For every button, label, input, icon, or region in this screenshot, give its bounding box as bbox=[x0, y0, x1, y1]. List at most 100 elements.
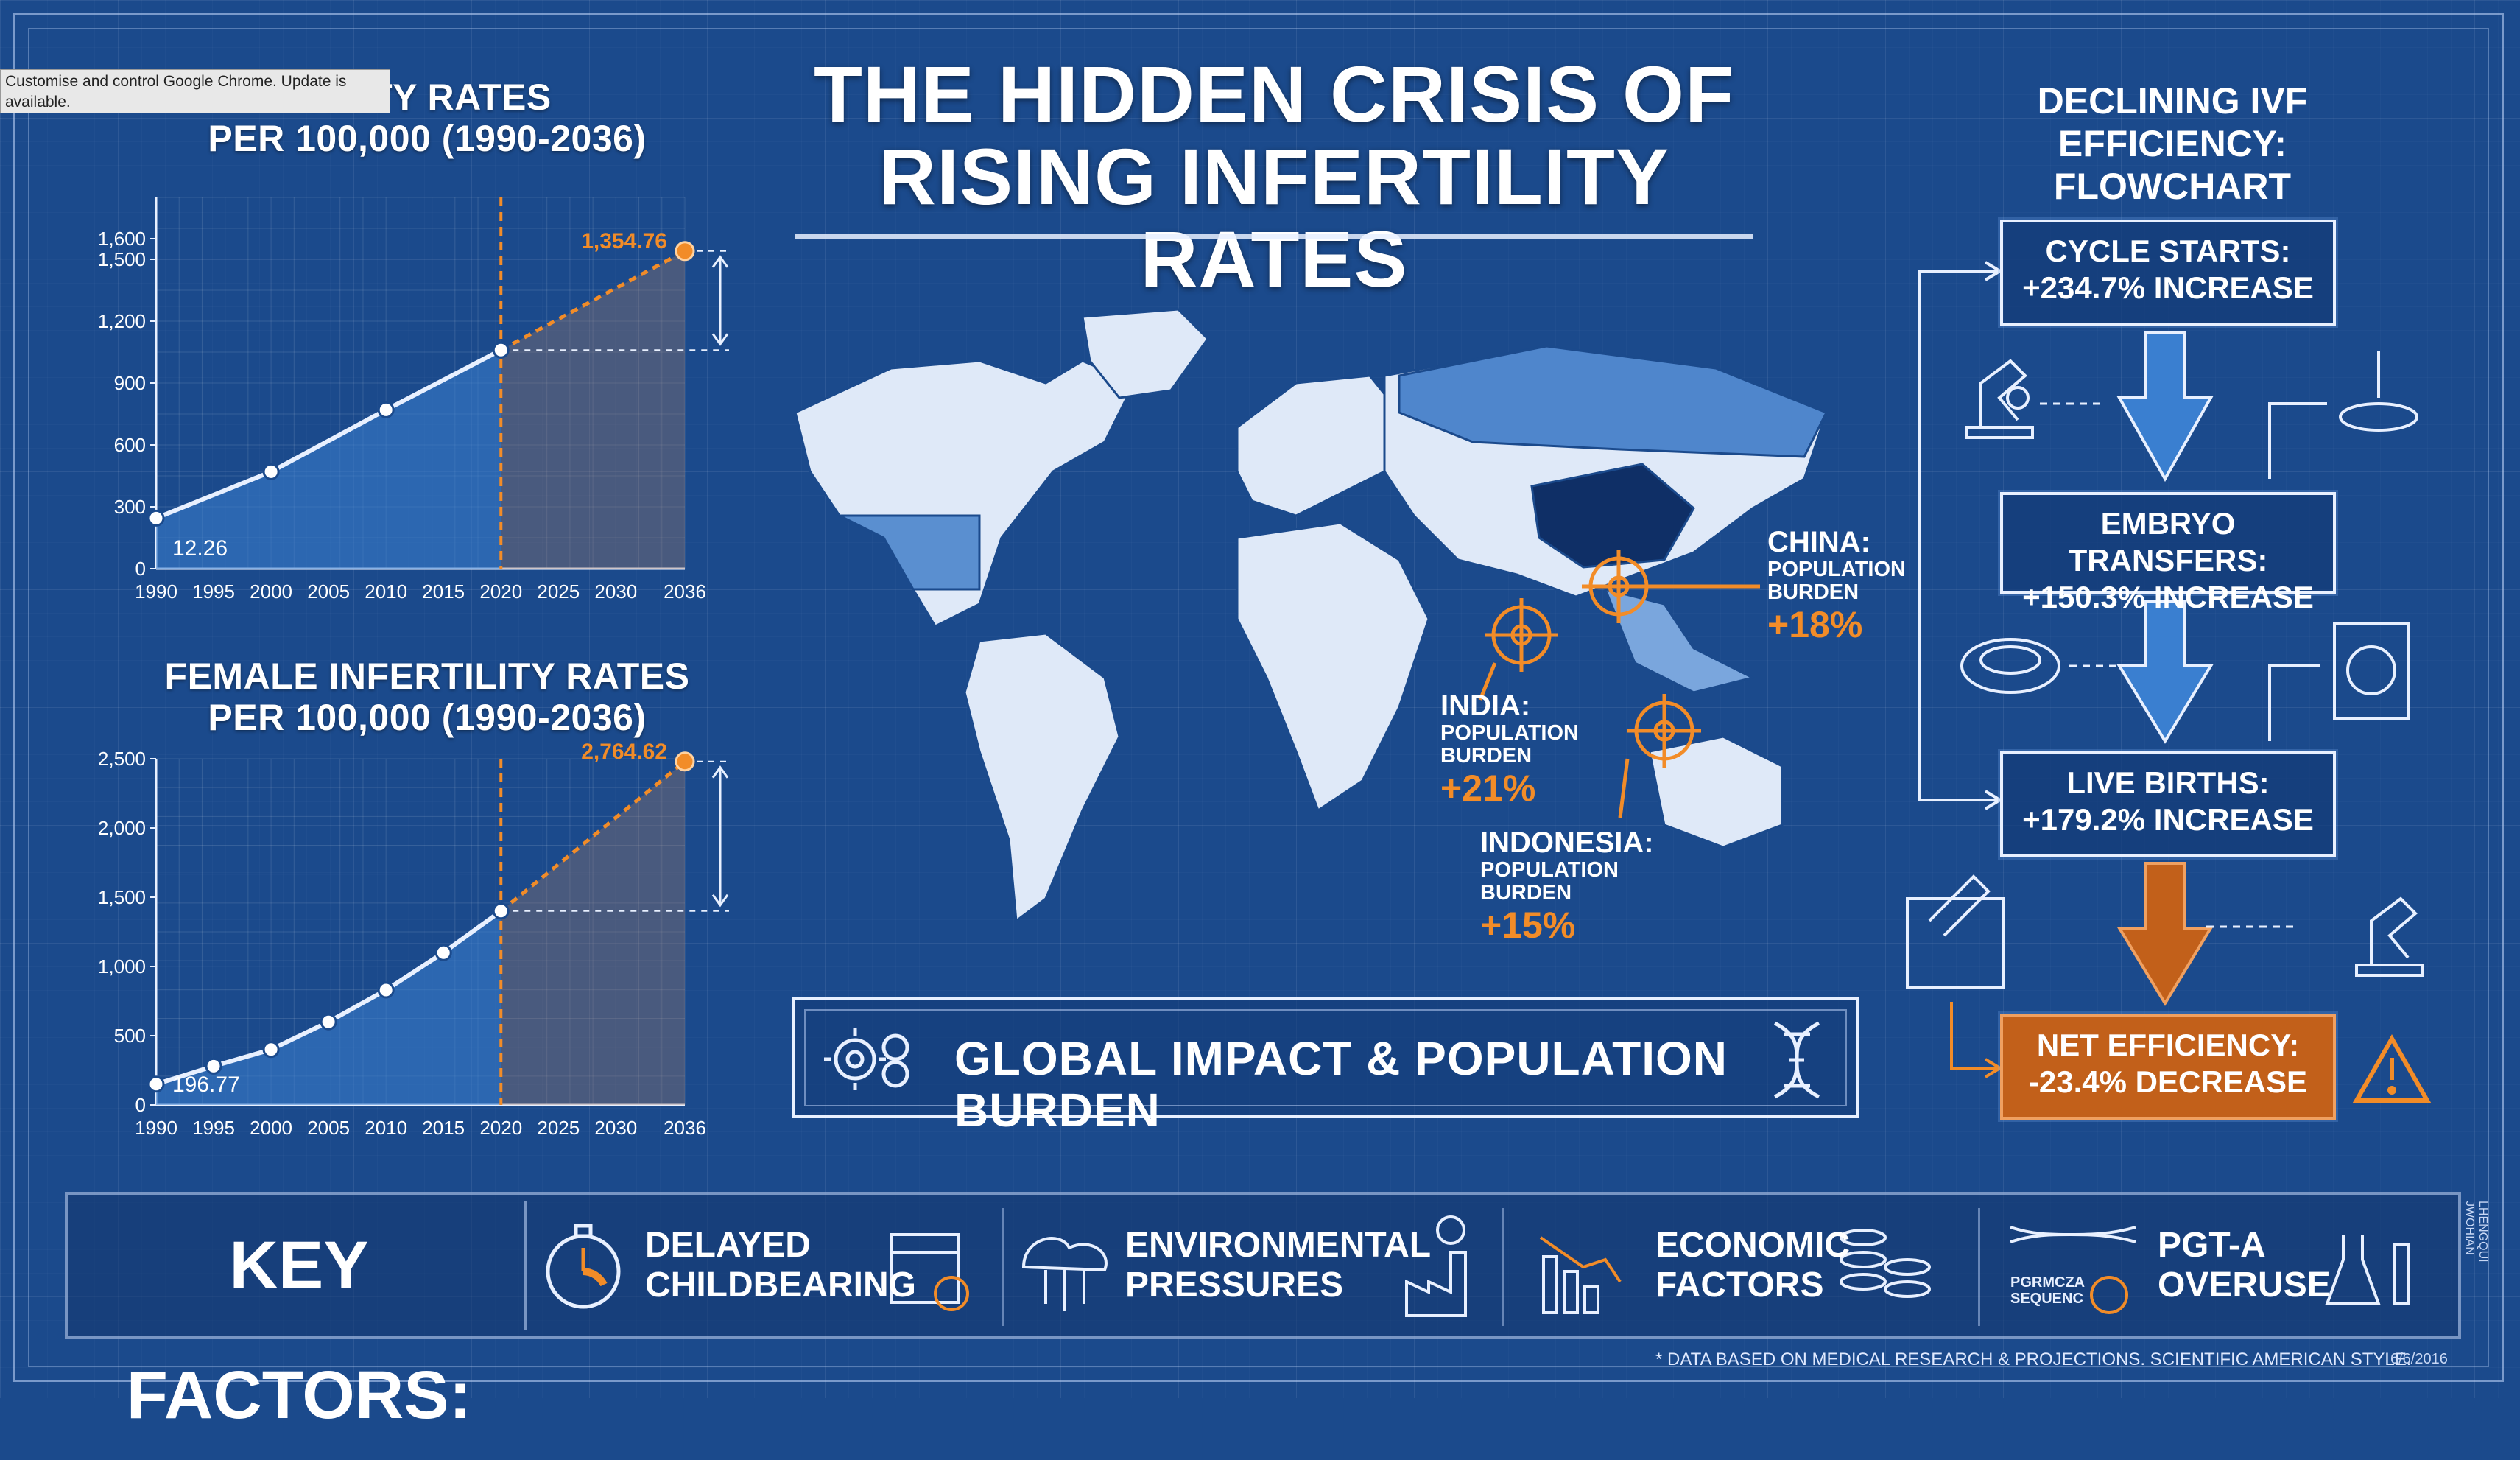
chart2-x-tick-label: 2015 bbox=[422, 1117, 465, 1139]
chart2-title: FEMALE INFERTILITY RATES PER 100,000 (19… bbox=[147, 656, 707, 738]
chart2-title-line1: FEMALE INFERTILITY RATES bbox=[164, 656, 690, 697]
chart2-data-point bbox=[377, 981, 395, 999]
india-pct: +21% bbox=[1440, 768, 1536, 809]
chart2-y-tick-label: 1,500 bbox=[98, 886, 146, 908]
calendar-clock-icon bbox=[890, 1233, 969, 1311]
petri-dish-icon-1 bbox=[2339, 351, 2418, 432]
india-name: INDIA: bbox=[1440, 689, 1531, 722]
factor-pgt-a-overuse: PGT-A OVERUSE bbox=[2158, 1226, 2331, 1305]
map-target-markers bbox=[1478, 550, 1760, 818]
factor2-line1: ENVIRONMENTAL bbox=[1125, 1226, 1432, 1265]
dna-question-icon bbox=[2010, 1226, 2136, 1314]
south-america-shape bbox=[963, 632, 1121, 923]
chart1-historic-area bbox=[156, 350, 501, 569]
indonesia-label: INDONESIA: POPULATION BURDEN +15% bbox=[1480, 826, 1654, 946]
chart2-data-point bbox=[434, 944, 452, 961]
chart2-female-infertility-line-chart: 0 500 1,000 1,500 2,000 2,500 1990 1995 2000 2005… bbox=[98, 740, 729, 1139]
gears-icon bbox=[824, 1028, 909, 1090]
ivf-step-cycle-starts: CYCLE STARTS: +234.7% INCREASE bbox=[2000, 220, 2336, 326]
banner-text: GLOBAL IMPACT & POPULATION BURDEN bbox=[954, 1032, 1728, 1137]
factor-divider-3 bbox=[1978, 1208, 1980, 1326]
step2-line2: +150.3% INCREASE bbox=[2022, 580, 2314, 614]
chart1-x-tick-label: 2005 bbox=[307, 580, 350, 603]
declining-bar-chart-icon bbox=[1539, 1236, 1622, 1314]
chart2-start-label: 196.77 bbox=[172, 1073, 240, 1097]
china-shape bbox=[1530, 463, 1695, 569]
ivf-flow-arrows bbox=[1906, 261, 2432, 1103]
target-china bbox=[1582, 550, 1760, 623]
chart1-y-tick-label: 600 bbox=[114, 434, 146, 456]
chart1-y-tick-label: 900 bbox=[114, 372, 146, 394]
chart1-start-label: 12.26 bbox=[172, 536, 228, 561]
step2-line1: EMBRYO TRANSFERS: bbox=[2068, 506, 2268, 578]
chart1-historic-line bbox=[155, 348, 502, 521]
flask-icon bbox=[2325, 1235, 2410, 1305]
chart2-data-point bbox=[320, 1013, 337, 1031]
chart2-historic-area bbox=[156, 910, 501, 1105]
chart2-projection-area bbox=[501, 761, 685, 1105]
chart2-data-point bbox=[492, 902, 510, 920]
chart2-data-point bbox=[205, 1057, 222, 1075]
china-label: CHINA: POPULATION BURDEN +18% bbox=[1767, 526, 1906, 645]
chart2-x-tick-label: 2025 bbox=[537, 1117, 580, 1139]
chart2-y-tick-label: 0 bbox=[135, 1094, 146, 1116]
chart2-x-tick-label: 2000 bbox=[250, 1117, 292, 1139]
target-indonesia bbox=[1618, 694, 1701, 818]
step4-line1: NET EFFICIENCY: bbox=[2036, 1028, 2300, 1062]
ivf-step-embryo-transfers: EMBRYO TRANSFERS: +150.3% INCREASE bbox=[2000, 492, 2336, 614]
factor1-line1: DELAYED bbox=[645, 1226, 811, 1265]
chart2-range-arrowhead-bottom bbox=[711, 894, 729, 908]
chart2-x-tick-label: 2010 bbox=[365, 1117, 407, 1139]
india-sub1: POPULATION bbox=[1440, 721, 1579, 745]
global-impact-banner: GLOBAL IMPACT & POPULATION BURDEN bbox=[792, 997, 1859, 1136]
chart2-end-label: 2,764.62 bbox=[581, 740, 667, 764]
factor1-line2: CHILDBEARING bbox=[645, 1266, 916, 1305]
chart2-x-tick-label: 2036 bbox=[664, 1117, 706, 1139]
ivf-title-line2: FLOWCHART bbox=[2053, 166, 2292, 207]
factor-environmental-pressures: ENVIRONMENTAL PRESSURES bbox=[1125, 1226, 1431, 1305]
china-sub2: BURDEN bbox=[1767, 580, 1859, 604]
petri-dish-icon-2 bbox=[1960, 638, 2060, 694]
chart2-y-tick-label: 500 bbox=[114, 1025, 146, 1047]
date-stamp: 6/6/2016 bbox=[2390, 1351, 2448, 1367]
chart1-x-tick-label: 2010 bbox=[365, 580, 407, 603]
down-arrow-3 bbox=[2116, 862, 2214, 1006]
target-india bbox=[1478, 598, 1558, 701]
connector-right-2 bbox=[2268, 664, 2320, 741]
chart1-y-tick-label: 1,500 bbox=[98, 248, 146, 270]
inner-frame bbox=[28, 28, 2489, 1367]
factor3-line2: FACTORS bbox=[1655, 1266, 1824, 1305]
chart1-x-tick-label: 2036 bbox=[664, 580, 706, 603]
india-sub2: BURDEN bbox=[1440, 744, 1532, 768]
china-name: CHINA: bbox=[1767, 526, 1870, 558]
factor-divider-1 bbox=[1002, 1208, 1004, 1326]
factory-icon bbox=[1405, 1215, 1467, 1317]
outer-frame bbox=[13, 13, 2504, 1382]
dna-caption-line1: PGRMCZA bbox=[2010, 1274, 2086, 1291]
chart2-title-line2: PER 100,000 (1990-2036) bbox=[208, 697, 647, 738]
chart1-x-tick-label: 2015 bbox=[422, 580, 465, 603]
chart2-data-point bbox=[262, 1041, 280, 1059]
chart2-x-tick-label: 2030 bbox=[594, 1117, 637, 1139]
usa-shape bbox=[839, 514, 981, 591]
china-pct: +18% bbox=[1767, 604, 1863, 645]
indonesia-pct: +15% bbox=[1480, 905, 1576, 946]
chart1-x-tick-label: 2030 bbox=[594, 580, 637, 603]
chart2-y-tick-label: 1,000 bbox=[98, 955, 146, 978]
chart1-y-tick-label: 300 bbox=[114, 496, 146, 518]
chart1-data-point bbox=[147, 509, 165, 527]
chart2-x-tick-label: 2020 bbox=[479, 1117, 522, 1139]
chart2-range-arrowhead-top bbox=[711, 765, 729, 779]
step4-line2: -23.4% DECREASE bbox=[2028, 1064, 2308, 1099]
chart1-end-label: 1,354.76 bbox=[581, 229, 667, 253]
greenland-shape bbox=[1081, 308, 1209, 399]
step3-line1: LIVE BIRTHS: bbox=[2066, 765, 2270, 800]
chart1-y-tick-label: 1,200 bbox=[98, 310, 146, 332]
footnote: * DATA BASED ON MEDICAL RESEARCH & PROJE… bbox=[1655, 1350, 2412, 1369]
chart1-y-tick-label: 1,600 bbox=[98, 228, 146, 250]
factor-delayed-childbearing: DELAYED CHILDBEARING bbox=[645, 1226, 916, 1305]
australia-shape bbox=[1648, 735, 1784, 849]
india-label: INDIA: POPULATION BURDEN +21% bbox=[1440, 689, 1579, 809]
chart1-range-arrowhead-top bbox=[711, 255, 729, 268]
chart2-projection-endpoint bbox=[675, 751, 695, 772]
